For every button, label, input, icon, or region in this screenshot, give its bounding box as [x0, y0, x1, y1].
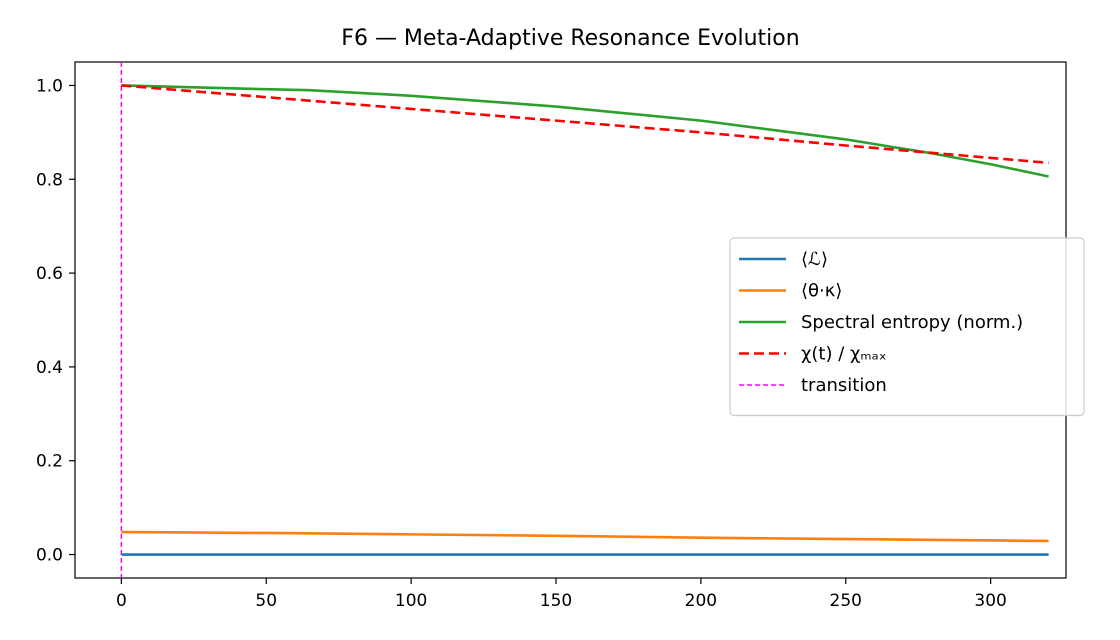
legend-label: χ(t) / χₘₐₓ [801, 344, 887, 365]
series-line-1 [121, 530, 1049, 543]
y-tick-label: 0.8 [36, 170, 63, 190]
y-tick-label: 0.0 [36, 546, 63, 566]
legend-label: Spectral entropy (norm.) [801, 312, 1023, 333]
y-tick-label: 0.4 [36, 358, 63, 378]
legend-label: ⟨θ·κ⟩ [801, 281, 842, 302]
x-tick-label: 50 [255, 591, 277, 611]
x-tick-label: 250 [830, 591, 862, 611]
y-tick-label: 1.0 [36, 76, 63, 96]
x-tick-label: 300 [974, 591, 1006, 611]
series-line-3 [121, 84, 1049, 165]
y-tick-label: 0.2 [36, 452, 63, 472]
chart-title: F6 — Meta-Adaptive Resonance Evolution [341, 26, 799, 51]
legend-label: ⟨ℒ⟩ [801, 249, 828, 270]
legend-label: transition [801, 375, 887, 396]
x-tick-label: 200 [685, 591, 717, 611]
series-line-2 [121, 84, 1049, 178]
x-tick-label: 100 [395, 591, 427, 611]
legend: ⟨ℒ⟩ ⟨θ·κ⟩ Spectral entropy (norm.) χ(t) / χ… [729, 237, 1085, 417]
axis-ticks: 0 50 100 150 200 250 300 0.0 0.2 0.4 0.6 0.8 1.0 [36, 76, 1007, 611]
x-tick-label: 0 [116, 591, 127, 611]
x-tick-label: 150 [540, 591, 572, 611]
legend-box [729, 237, 1085, 417]
y-tick-label: 0.6 [36, 264, 63, 284]
series-lines [120, 62, 1049, 578]
